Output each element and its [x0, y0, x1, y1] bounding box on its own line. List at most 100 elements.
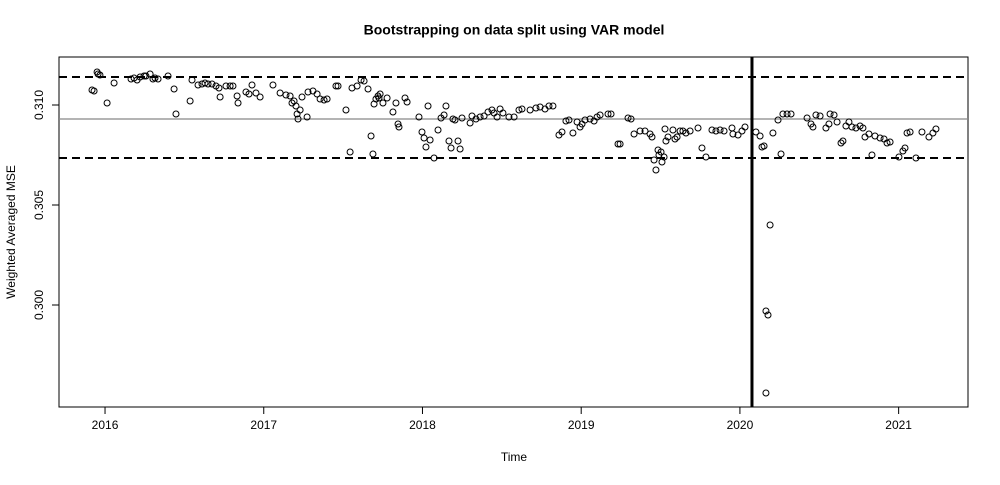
- data-point: [499, 109, 507, 117]
- data-point: [676, 127, 684, 135]
- data-point: [313, 90, 321, 98]
- data-point: [734, 131, 742, 139]
- data-point: [607, 110, 615, 118]
- data-point: [170, 85, 178, 93]
- data-point: [90, 87, 98, 95]
- data-point: [624, 114, 632, 122]
- data-point: [669, 126, 677, 134]
- data-point: [383, 94, 391, 102]
- data-point: [581, 116, 589, 124]
- data-point: [845, 118, 853, 126]
- data-point: [859, 124, 867, 132]
- data-point: [886, 138, 894, 146]
- data-point: [752, 128, 760, 136]
- data-point: [641, 127, 649, 135]
- data-point: [420, 134, 428, 142]
- data-point: [360, 77, 368, 85]
- data-point: [151, 74, 159, 82]
- data-point: [562, 117, 570, 125]
- data-point: [901, 144, 909, 152]
- data-point: [906, 128, 914, 136]
- chart-title: Bootstrapping on data split using VAR mo…: [364, 22, 665, 38]
- data-point: [777, 150, 785, 158]
- data-point: [833, 118, 841, 126]
- data-point: [712, 127, 720, 135]
- data-point: [662, 137, 670, 145]
- data-point: [282, 91, 290, 99]
- data-point: [510, 113, 518, 121]
- data-point: [565, 116, 573, 124]
- data-point: [140, 72, 148, 80]
- data-point: [222, 82, 230, 90]
- data-point: [816, 112, 824, 120]
- data-point: [803, 114, 811, 122]
- data-point: [103, 99, 111, 107]
- data-point: [741, 123, 749, 131]
- data-point: [809, 123, 817, 131]
- data-point: [357, 76, 365, 84]
- data-point: [216, 93, 224, 101]
- data-point: [447, 144, 455, 152]
- data-point: [201, 79, 209, 87]
- data-point: [549, 102, 557, 110]
- data-point: [369, 150, 377, 158]
- data-point: [403, 98, 411, 106]
- data-point: [208, 80, 216, 88]
- data-point: [252, 89, 260, 97]
- data-point: [451, 116, 459, 124]
- data-point: [292, 102, 300, 110]
- data-point: [172, 110, 180, 118]
- data-point: [716, 126, 724, 134]
- data-point: [418, 128, 426, 136]
- data-point: [401, 94, 409, 102]
- data-point: [294, 115, 302, 123]
- data-point: [545, 102, 553, 110]
- data-point: [226, 82, 234, 90]
- data-point: [493, 113, 501, 121]
- x-tick-label: 2019: [568, 418, 595, 432]
- data-point: [865, 130, 873, 138]
- data-point: [686, 127, 694, 135]
- data-point: [186, 97, 194, 105]
- x-axis-label: Time: [501, 450, 528, 464]
- data-point: [426, 136, 434, 144]
- data-point: [932, 125, 940, 133]
- y-tick-label: 0.305: [32, 190, 46, 220]
- data-point: [472, 115, 480, 123]
- x-tick-label: 2017: [250, 418, 277, 432]
- data-point: [96, 71, 104, 79]
- data-point: [852, 124, 860, 132]
- data-point: [320, 96, 328, 104]
- data-point: [505, 113, 513, 121]
- data-point: [787, 110, 795, 118]
- y-tick-label: 0.310: [32, 90, 46, 120]
- data-point: [837, 139, 845, 147]
- data-point: [296, 106, 304, 114]
- data-point: [229, 82, 237, 90]
- data-point: [812, 111, 820, 119]
- data-point: [558, 128, 566, 136]
- x-tick-label: 2020: [727, 418, 754, 432]
- data-point: [256, 93, 264, 101]
- data-point: [825, 120, 833, 128]
- data-point: [756, 132, 764, 140]
- data-point: [394, 120, 402, 128]
- data-point: [895, 153, 903, 161]
- data-point: [367, 132, 375, 140]
- data-point: [664, 133, 672, 141]
- data-point: [783, 110, 791, 118]
- data-point: [766, 221, 774, 229]
- data-point: [515, 106, 523, 114]
- data-point: [454, 137, 462, 145]
- x-tick-label: 2016: [92, 418, 119, 432]
- data-point: [657, 148, 665, 156]
- data-point: [316, 95, 324, 103]
- data-point: [694, 124, 702, 132]
- data-point: [586, 115, 594, 123]
- data-point: [458, 114, 466, 122]
- data-point: [660, 153, 668, 161]
- data-point: [596, 111, 604, 119]
- data-point: [518, 105, 526, 113]
- data-point: [424, 102, 432, 110]
